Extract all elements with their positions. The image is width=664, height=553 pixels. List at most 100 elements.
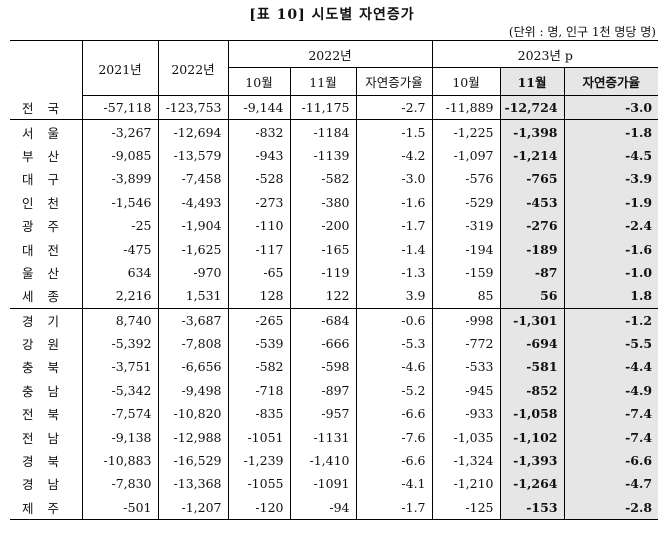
cell-oct-2022: -943 [227,143,290,168]
table-row: 광주 -25 -1,904 -110 -200 -1.7 -319 -276 -2.4 [10,213,659,238]
cell-oct-2022: -1051 [227,425,290,449]
header-rate-2022: 자연증가율 [355,67,433,96]
cell-2021: 634 [81,260,158,285]
cell-nov-2022: -684 [289,307,356,332]
table-row: 경남 -7,830 -13,368 -1055 -1091 -4.1 -1,210 -1,26… [10,472,659,496]
header-nov-2022: 11월 [289,67,356,96]
row-region-label: 제주 [10,495,82,521]
header-oct-2022: 10월 [227,67,290,96]
row-region-label: 울산 [22,265,74,281]
cell-rate-2022: -5.2 [355,378,433,403]
cell-rate-2023: -4.5 [563,143,659,168]
header-nov-2023: 11월 [499,67,565,96]
cell-rate-2023: -4.7 [563,472,659,496]
cell-rate-2022: -1.4 [355,237,433,261]
table-row: 울산 634 -970 -65 -119 -1.3 -159 -87 -1.0 [10,260,659,285]
table-row: 대전 -475 -1,625 -117 -165 -1.4 -194 -189 -1.6 [10,237,659,261]
row-region-label: 충북 [22,360,74,376]
cell-oct-2023: -194 [431,237,501,261]
cell-rate-2023: -7.4 [563,402,659,426]
cell-2022: -7,458 [157,167,228,191]
cell-oct-2023: -998 [431,307,501,332]
cell-nov-2022: -1184 [289,119,356,144]
cell-nov-2023: -12,724 [499,95,565,121]
row-region-label: 세종 [22,289,74,305]
cell-nov-2022: -1131 [289,425,356,449]
unit-note: (단위 : 명, 인구 1천 명당 명) [508,25,656,39]
cell-2022: -12,988 [157,425,228,449]
cell-2022: -1,904 [157,213,228,238]
row-region-label: 전북 [22,407,74,423]
cell-2022: -13,368 [157,472,228,496]
row-region-label: 서울 [10,119,82,144]
cell-2021: -7,574 [81,402,158,426]
cell-nov-2023: -153 [499,495,565,521]
cell-2021: -3,899 [81,167,158,191]
cell-oct-2023: -1,210 [431,472,501,496]
cell-2021: 8,740 [81,307,158,332]
row-region-label: 전국 [10,95,82,121]
cell-nov-2023: -189 [499,237,565,261]
cell-oct-2022: -528 [227,167,290,191]
cell-nov-2022: -1,410 [289,448,356,473]
cell-rate-2023: -5.5 [563,331,659,356]
cell-nov-2023: -1,393 [499,448,565,473]
cell-2022: -10,820 [157,402,228,426]
cell-2022: -12,694 [157,119,228,144]
cell-2022: -13,579 [157,143,228,168]
cell-2022: -123,753 [157,95,228,121]
cell-rate-2022: -6.6 [355,402,433,426]
cell-oct-2023: -1,035 [431,425,501,449]
table-body: 전국 -57,118 -123,753 -9,144 -11,175 -2.7 -11,88… [10,95,659,521]
cell-rate-2022: -4.6 [355,355,433,379]
cell-rate-2022: -2.7 [355,95,433,121]
cell-rate-2023: -2.8 [563,495,659,521]
cell-oct-2022: -65 [227,260,290,285]
table-row: 전북 -7,574 -10,820 -835 -957 -6.6 -933 -1,058 -7.… [10,402,659,426]
cell-oct-2023: -529 [431,190,501,214]
cell-2022: -970 [157,260,228,285]
cell-oct-2023: -1,225 [431,119,501,144]
header-group-2022: 2022년 [227,40,433,68]
row-region-label: 충남 [22,383,74,399]
cell-2021: -501 [81,495,158,521]
cell-nov-2023: -581 [499,355,565,379]
cell-nov-2022: -165 [289,237,356,261]
cell-2021: -1,546 [81,190,158,214]
table-row: 충북 -3,751 -6,656 -582 -598 -4.6 -533 -581 -4.4 [10,355,659,379]
cell-rate-2023: -3.9 [563,167,659,191]
cell-nov-2023: -1,214 [499,143,565,168]
table-row: 인천 -1,546 -4,493 -273 -380 -1.6 -529 -453 -1.9 [10,190,659,214]
cell-nov-2023: -852 [499,378,565,403]
cell-oct-2022: -1055 [227,472,290,496]
cell-nov-2022: 122 [289,284,356,309]
table-row: 대구 -3,899 -7,458 -528 -582 -3.0 -576 -765 -3.9 [10,167,659,191]
cell-oct-2022: -539 [227,331,290,356]
cell-oct-2023: -576 [431,167,501,191]
cell-nov-2023: -87 [499,260,565,285]
cell-rate-2023: -4.4 [563,355,659,379]
cell-oct-2023: -159 [431,260,501,285]
cell-2022: -3,687 [157,307,228,332]
row-region-label: 강원 [22,337,74,353]
cell-nov-2023: -1,058 [499,402,565,426]
cell-2021: -3,751 [81,355,158,379]
cell-rate-2022: -1.3 [355,260,433,285]
cell-oct-2023: -11,889 [431,95,501,121]
cell-oct-2023: -319 [431,213,501,238]
cell-nov-2023: -453 [499,190,565,214]
table-row: 강원 -5,392 -7,808 -539 -666 -5.3 -772 -694 -5.5 [10,331,659,356]
cell-rate-2023: -4.9 [563,378,659,403]
cell-rate-2023: -1.9 [563,190,659,214]
cell-nov-2022: -380 [289,190,356,214]
cell-rate-2022: -6.6 [355,448,433,473]
row-region-label: 경기 [10,307,82,332]
table-row: 전남 -9,138 -12,988 -1051 -1131 -7.6 -1,035 -1,10… [10,425,659,449]
row-region-label: 경북 [22,454,74,470]
cell-2022: 1,531 [157,284,228,309]
cell-2021: -475 [81,237,158,261]
cell-2021: -9,138 [81,425,158,449]
cell-oct-2022: -835 [227,402,290,426]
row-region-label: 부산 [22,148,74,164]
cell-oct-2022: -1,239 [227,448,290,473]
